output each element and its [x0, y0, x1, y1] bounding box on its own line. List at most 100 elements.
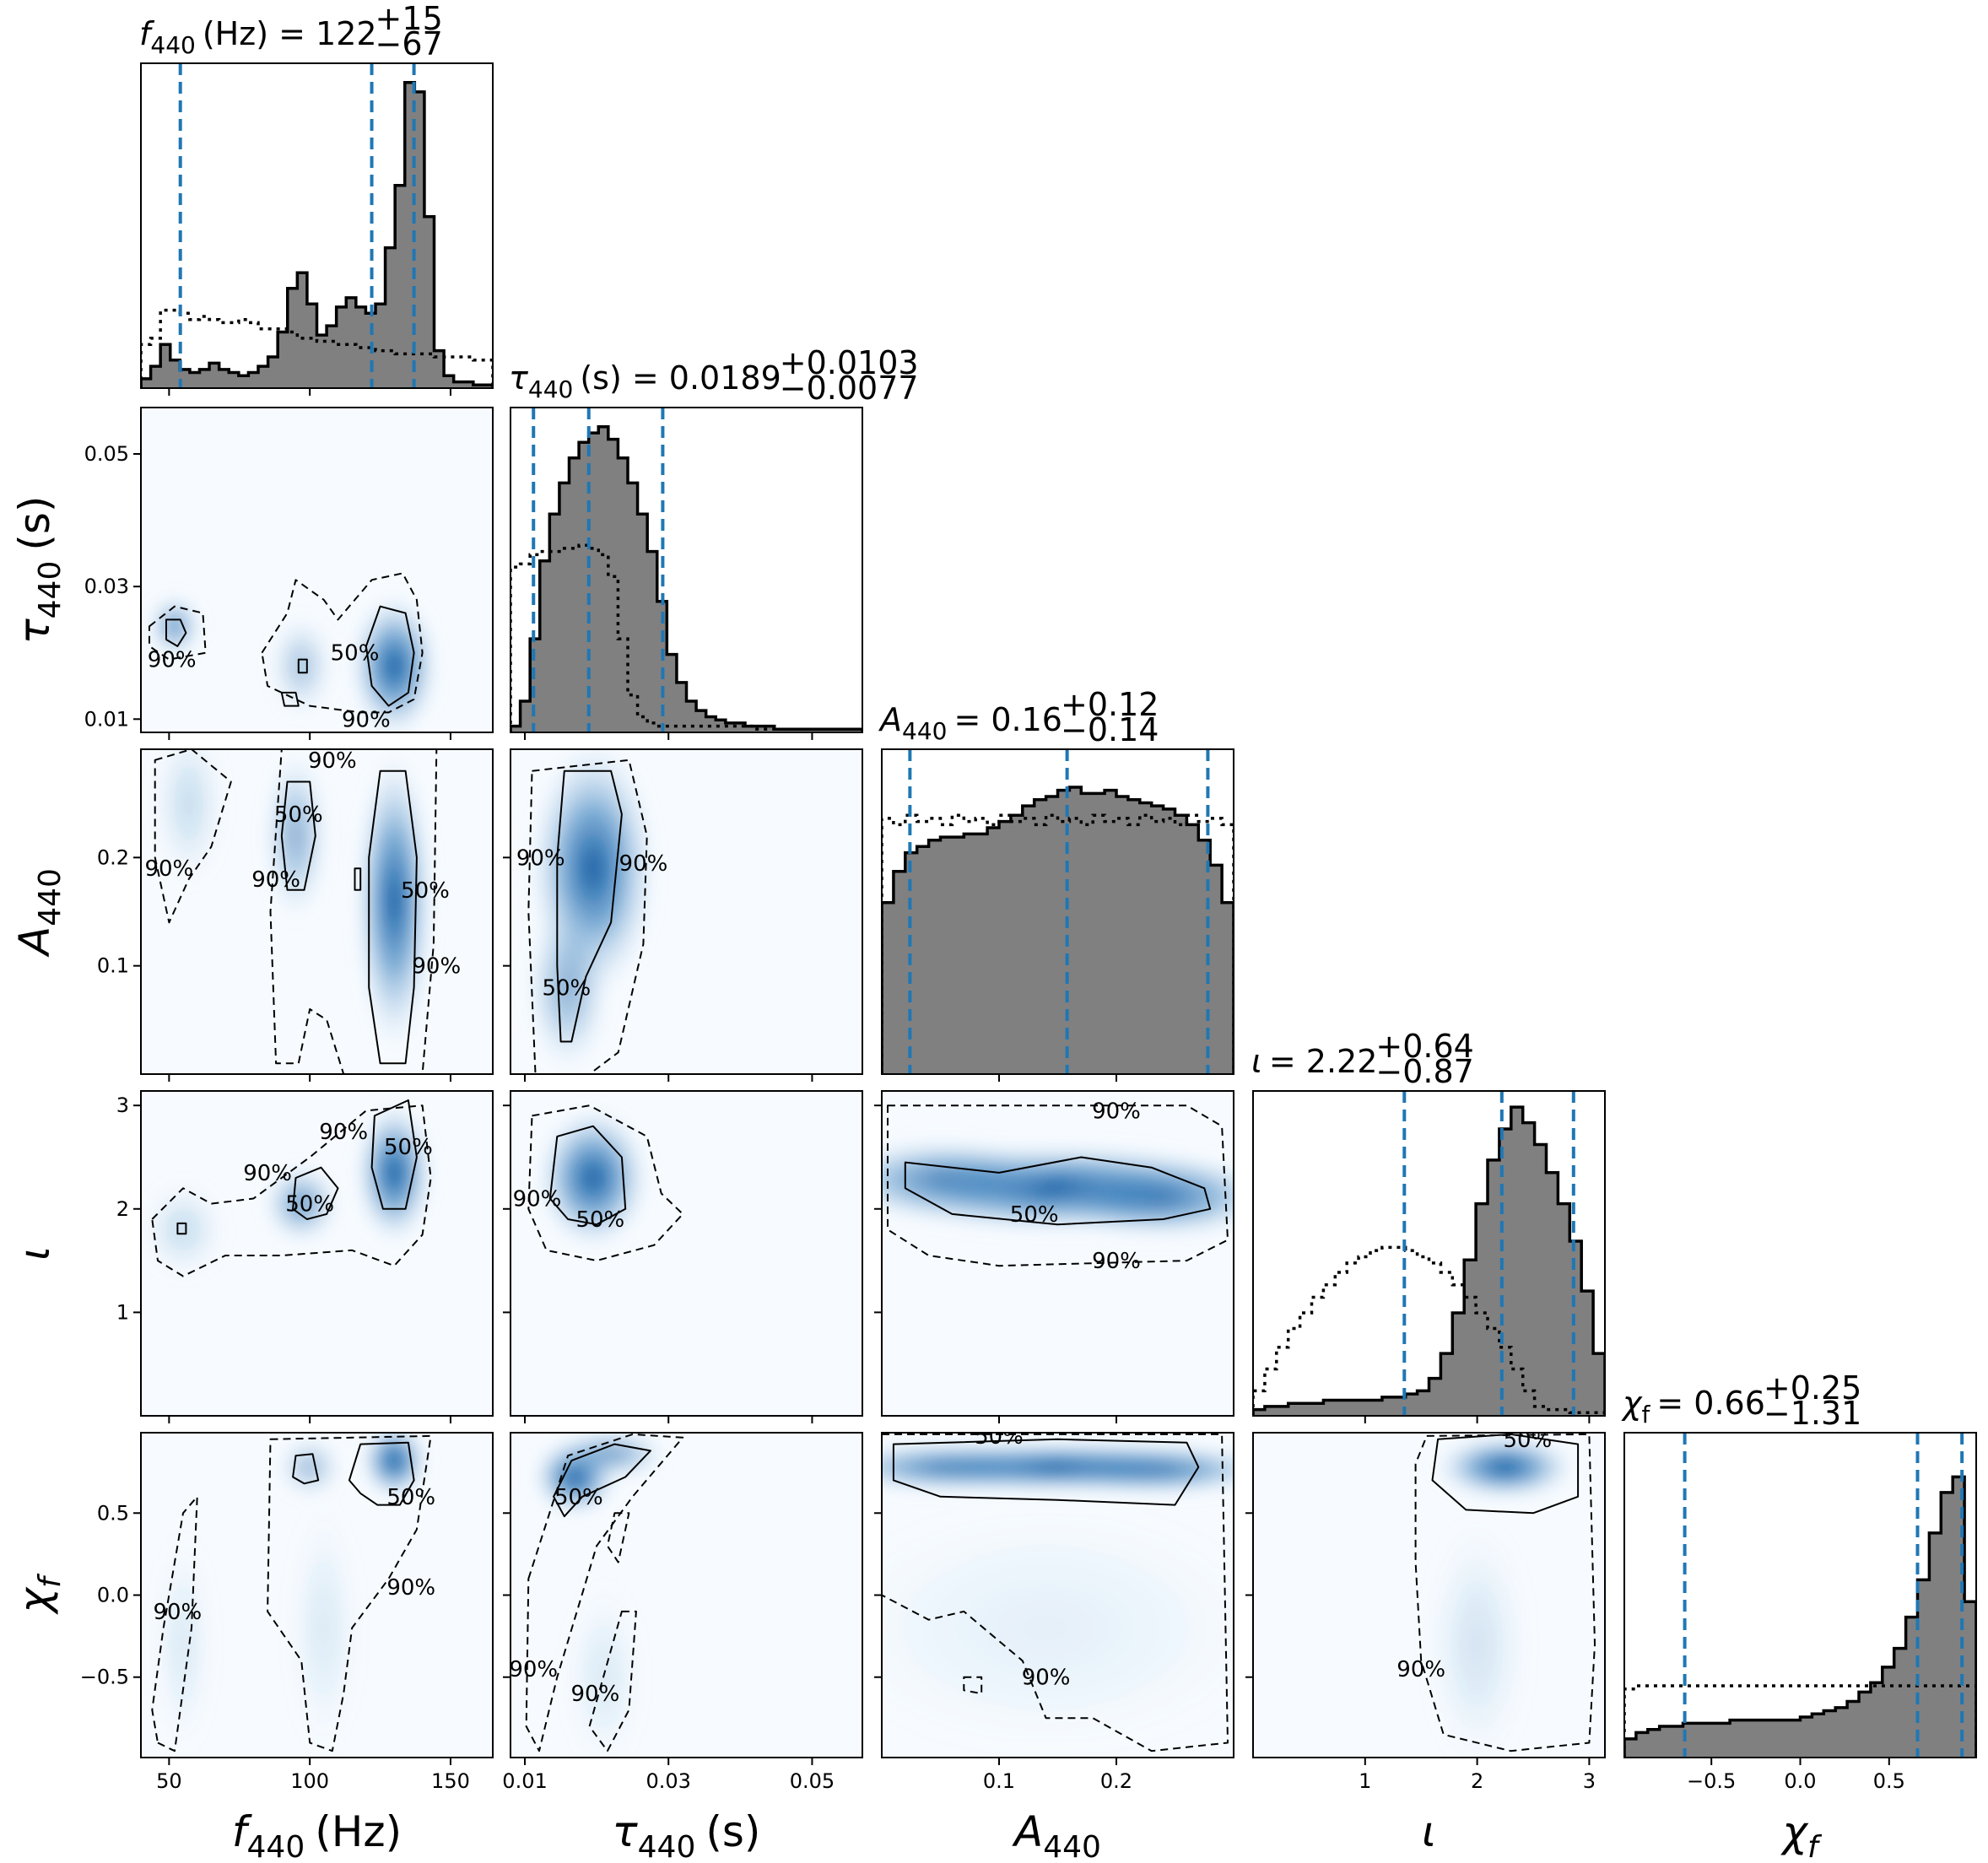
x-tick-label-f440: 50 — [156, 1769, 182, 1793]
y-tick-label-iota: 1 — [116, 1300, 129, 1324]
y-tick-label-chif: −0.5 — [80, 1666, 129, 1689]
panel-frame — [510, 748, 863, 1075]
density-peak — [560, 1579, 647, 1758]
contour-50 — [348, 1441, 415, 1506]
density-panel-f440-tau440: 50% 90% 90% 0.01 0.03 0.05 — [84, 407, 494, 740]
posterior-hist-fill-iota — [1253, 1107, 1605, 1416]
y-tick-label-A440: 0.2 — [97, 845, 129, 869]
contour-label-90: 90% — [571, 1682, 620, 1707]
contour-50 — [280, 780, 316, 891]
prior-hist-step-chif — [1624, 1684, 1976, 1758]
prior-hist-step-A440 — [882, 813, 1234, 1074]
contour-90 — [261, 572, 424, 714]
prior-hist-step-iota — [1253, 1245, 1605, 1416]
contour-label-90: 90% — [319, 1120, 368, 1145]
x-tick-label-tau440: 0.05 — [790, 1769, 835, 1793]
contour-50 — [297, 658, 308, 674]
x-tick-label-iota: 3 — [1583, 1769, 1596, 1793]
contour-90 — [149, 605, 207, 661]
density-peak — [276, 1434, 344, 1500]
density-panel-f440-A440: 50% 50% 90% 90% 90% 90% 0.1 0.2 — [97, 748, 494, 1082]
x-axis-label-A440: A440 — [1012, 1807, 1101, 1863]
contour-label-90: 90% — [619, 851, 668, 877]
posterior-hist-step-chif — [1624, 1475, 1976, 1758]
density-peak — [146, 593, 203, 660]
contour-label-90: 90% — [308, 748, 357, 774]
contour-label-90: 90% — [144, 856, 193, 882]
title-f440: f440 (Hz) = 122 — [139, 15, 377, 59]
contour-90 — [606, 1512, 630, 1563]
contour-label-50: 50% — [1010, 1202, 1059, 1228]
y-tick-label-chif: 0.0 — [97, 1584, 129, 1607]
title-lower-err: −0.14 — [1061, 711, 1159, 748]
x-tick-label-chif: 0.5 — [1873, 1769, 1905, 1793]
y-tick-label-A440: 0.1 — [97, 954, 129, 978]
contour-90 — [1414, 1433, 1596, 1752]
contour-90 — [151, 1495, 198, 1752]
density-peak — [525, 900, 612, 1074]
x-axis-label-iota: ι — [1422, 1807, 1436, 1856]
density-panel-tau440-chif: 50% 90% 90% 0.01 0.03 0.05 — [502, 1432, 863, 1793]
contour-label-90: 90% — [153, 1600, 202, 1625]
x-tick-label-A440: 0.2 — [1100, 1769, 1132, 1793]
contour-label-90: 90% — [513, 1187, 562, 1212]
contour-90 — [527, 759, 648, 1074]
contour-50 — [904, 1156, 1212, 1226]
density-panel-tau440-iota: 50% 90% — [503, 1090, 863, 1423]
density-peak — [262, 749, 330, 923]
contour-50 — [365, 605, 415, 707]
x-tick-label-f440: 150 — [431, 1769, 470, 1793]
contour-label-50: 50% — [401, 878, 450, 904]
contour-label-90: 90% — [1092, 1249, 1141, 1274]
title-lower-err: −0.87 — [1375, 1053, 1473, 1090]
x-tick-label-iota: 2 — [1471, 1769, 1483, 1793]
y-tick-label-iota: 3 — [116, 1094, 129, 1117]
title-upper-err: +0.64 — [1375, 1028, 1473, 1065]
x-tick-label-A440: 0.1 — [983, 1769, 1015, 1793]
density-peak — [554, 1433, 669, 1481]
density-panel-A440-iota: 50% 90% 90% — [874, 1090, 1234, 1423]
density-panel-tau440-A440: 50% 90% 90% — [503, 748, 863, 1082]
contour-label-90: 90% — [386, 1575, 435, 1601]
hist-panel-f440 — [140, 62, 494, 396]
title-lower-err: −0.0077 — [780, 370, 919, 407]
contour-label-50: 50% — [575, 1207, 624, 1233]
contour-label-50: 50% — [331, 641, 380, 667]
contour-50 — [1431, 1433, 1580, 1515]
title-iota: ι = 2.22 — [1251, 1043, 1377, 1080]
contour-90 — [527, 1104, 684, 1262]
density-peak — [141, 1178, 229, 1282]
x-axis-label-chif: χf — [1780, 1807, 1823, 1863]
panel-frame — [1252, 1090, 1606, 1417]
contour-90 — [882, 1433, 1229, 1752]
density-peak — [1421, 1513, 1533, 1758]
contour-label-90: 90% — [1022, 1666, 1071, 1691]
posterior-hist-fill-tau440 — [511, 426, 862, 732]
panel-frame — [140, 1090, 494, 1417]
posterior-hist-step-f440 — [141, 81, 493, 388]
title-lower-err: −1.31 — [1764, 1395, 1861, 1432]
contour-50 — [176, 1222, 187, 1235]
contour-50 — [292, 1453, 320, 1485]
title-upper-err: +0.12 — [1061, 686, 1159, 723]
posterior-hist-step-iota — [1253, 1105, 1605, 1416]
hist-panel-chif: −0.5 0.0 0.5 — [1623, 1432, 1977, 1793]
density-peak — [1433, 1434, 1577, 1500]
hist-panel-tau440 — [510, 407, 863, 740]
contour-label-50: 50% — [542, 975, 591, 1001]
x-axis-label-f440: f440 (Hz) — [232, 1807, 402, 1863]
panel-frame — [881, 1090, 1234, 1417]
y-tick-label-tau440: 0.05 — [84, 442, 129, 466]
density-panel-A440-chif: 50% 90% 0.1 0.2 — [874, 1432, 1234, 1793]
contour-50 — [553, 1443, 651, 1518]
panel-frame — [140, 407, 494, 733]
density-panel-iota-chif: 50% 90% 1 2 3 — [1245, 1432, 1606, 1793]
contour-90 — [151, 1104, 432, 1277]
y-tick-label-chif: 0.5 — [97, 1501, 129, 1525]
y-tick-label-iota: 2 — [116, 1197, 129, 1221]
prior-hist-step-f440 — [141, 308, 493, 388]
density-peak — [360, 1433, 429, 1500]
y-axis-label-A440: A440 — [10, 868, 68, 958]
contour-50 — [370, 1099, 418, 1210]
contour-50 — [292, 1166, 339, 1220]
